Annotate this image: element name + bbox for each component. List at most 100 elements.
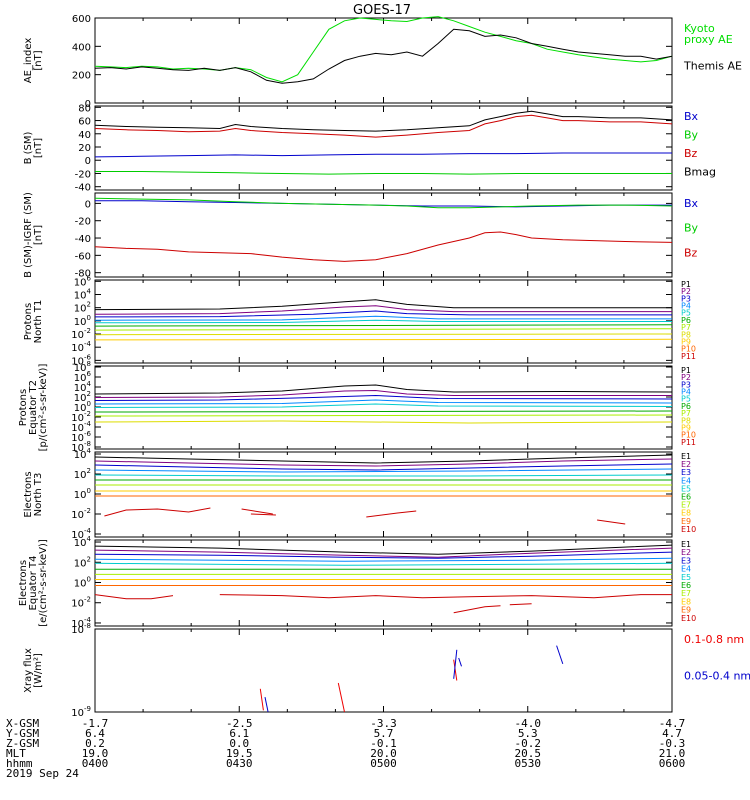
series-fragment — [509, 603, 532, 606]
legend-entry: P2 — [681, 287, 691, 296]
y-tick-label: 10-4 — [71, 340, 91, 354]
series-fragment — [453, 605, 501, 614]
legend-entry: E1 — [681, 540, 691, 549]
y-tick-label: 102 — [74, 301, 91, 315]
y-axis-label: [W/m²] — [33, 653, 44, 688]
legend-entry: E7 — [681, 589, 691, 598]
series-line-bx — [95, 200, 672, 208]
series-line-p1 — [94, 299, 672, 311]
series-line-e4 — [94, 557, 673, 562]
series-line-p2 — [94, 389, 672, 398]
y-axis-label: North T1 — [33, 300, 44, 344]
y-axis-label: [nT] — [33, 50, 44, 70]
y-tick-label: 102 — [74, 467, 91, 481]
ephemeris-value: 0.2 — [85, 737, 105, 750]
y-tick-label: 600 — [72, 14, 91, 25]
series-line-by — [95, 171, 672, 175]
ephemeris-value: -1.7 — [82, 717, 109, 730]
legend-entry: P3 — [681, 294, 691, 303]
y-tick-label: 400 — [72, 42, 91, 53]
legend-entry: P5 — [681, 395, 691, 404]
y-axis-label: Electrons — [23, 471, 34, 517]
ephemeris-row-label: Y-GSM — [6, 727, 39, 740]
ephemeris-value: 0600 — [659, 757, 686, 770]
y-tick-label: -80 — [75, 269, 91, 280]
y-tick-label: 106 — [74, 274, 92, 288]
y-tick-label: -60 — [75, 251, 91, 262]
legend-entry: E10 — [681, 525, 696, 534]
series-fragment — [453, 659, 458, 681]
legend-entry: E2 — [681, 548, 691, 557]
ephemeris-value: 0500 — [370, 757, 397, 770]
series-line-bz — [94, 114, 673, 138]
legend-entry: E4 — [681, 565, 691, 574]
legend-entry: By — [684, 129, 699, 142]
series-line-p7 — [94, 328, 673, 331]
ephemeris-row-label: X-GSM — [6, 717, 39, 730]
series-line-p1 — [94, 384, 673, 395]
ephemeris-value: -0.3 — [659, 737, 686, 750]
legend-entry: E6 — [681, 581, 691, 590]
series-line-p6 — [94, 324, 673, 327]
ephemeris-value: 0430 — [226, 757, 253, 770]
ephemeris-value: 0400 — [82, 757, 109, 770]
legend-entry: Bx — [684, 110, 699, 123]
y-tick-label: 0 — [85, 99, 91, 110]
legend-entry: E10 — [681, 614, 696, 623]
ephemeris-value: -2.5 — [226, 717, 253, 730]
panel-frame — [94, 17, 673, 104]
legend-entry: P4 — [681, 388, 691, 397]
y-tick-label: 100 — [74, 575, 91, 589]
legend-entry: P8 — [681, 330, 691, 339]
y-axis-label: Xray flux — [23, 648, 34, 693]
ephemeris-value: -3.3 — [370, 717, 397, 730]
series-line-p4 — [94, 399, 673, 405]
legend-entry: P9 — [681, 423, 691, 432]
ephemeris-table: X-GSM -1.7 -2.5 -3.3 -4.0 -4.7 Y-GSM 6.4 6.1 5.7 5… — [6, 717, 685, 780]
y-axis-label: Protons — [23, 303, 34, 340]
series-line-e2 — [94, 458, 673, 467]
plot-title: GOES-17 — [353, 3, 411, 18]
series-fragment — [259, 688, 264, 711]
ephemeris-value: 5.7 — [374, 727, 394, 740]
ephemeris-value: 19.0 — [82, 747, 109, 760]
legend-entry: E5 — [681, 484, 691, 493]
series-line-bz — [94, 231, 673, 262]
series-line-e10 — [104, 507, 211, 517]
series-line-kyoto-proxy-ae — [94, 16, 673, 83]
ephemeris-value: 6.4 — [85, 727, 105, 740]
series-line-p5 — [94, 403, 673, 408]
y-tick-label: 0 — [85, 156, 91, 167]
series-fragment — [337, 682, 345, 713]
ephemeris-value: -0.1 — [370, 737, 397, 750]
y-axis-label: North T3 — [33, 473, 44, 517]
y-axis-label: Electrons — [18, 560, 29, 606]
ephemeris-value: 4.7 — [662, 727, 682, 740]
y-tick-label: 60 — [78, 117, 91, 128]
ephemeris-row-label: hhmm — [6, 757, 33, 770]
series-line-p8 — [94, 333, 673, 336]
ephemeris-value: 20.0 — [370, 747, 397, 760]
ephemeris-value: 0530 — [515, 757, 542, 770]
legend-entry: E4 — [681, 476, 691, 485]
series-line-bx — [94, 152, 672, 158]
legend-entry: P1 — [681, 280, 691, 289]
y-axis-label: [nT] — [33, 225, 44, 245]
series-line-e1 — [94, 544, 673, 555]
panel-frame — [94, 451, 673, 538]
legend-entry: E8 — [681, 597, 691, 606]
legend-entry: P6 — [681, 402, 691, 411]
series-line-e5 — [94, 474, 673, 477]
ephemeris-value: 21.0 — [659, 747, 686, 760]
y-axis-label: B (SM) — [23, 131, 34, 164]
y-tick-label: 40 — [78, 130, 91, 141]
legend-entry: E1 — [681, 452, 691, 461]
panel-frame — [94, 628, 673, 713]
series-line-e3 — [94, 463, 673, 471]
series-fragment — [219, 594, 672, 599]
legend-entry: proxy AE — [684, 33, 733, 46]
panel-b_igrf: -80 -60 -40 -20 0 B (SM)-IGRF (SM) [nT] Bx By Bz — [23, 192, 699, 280]
